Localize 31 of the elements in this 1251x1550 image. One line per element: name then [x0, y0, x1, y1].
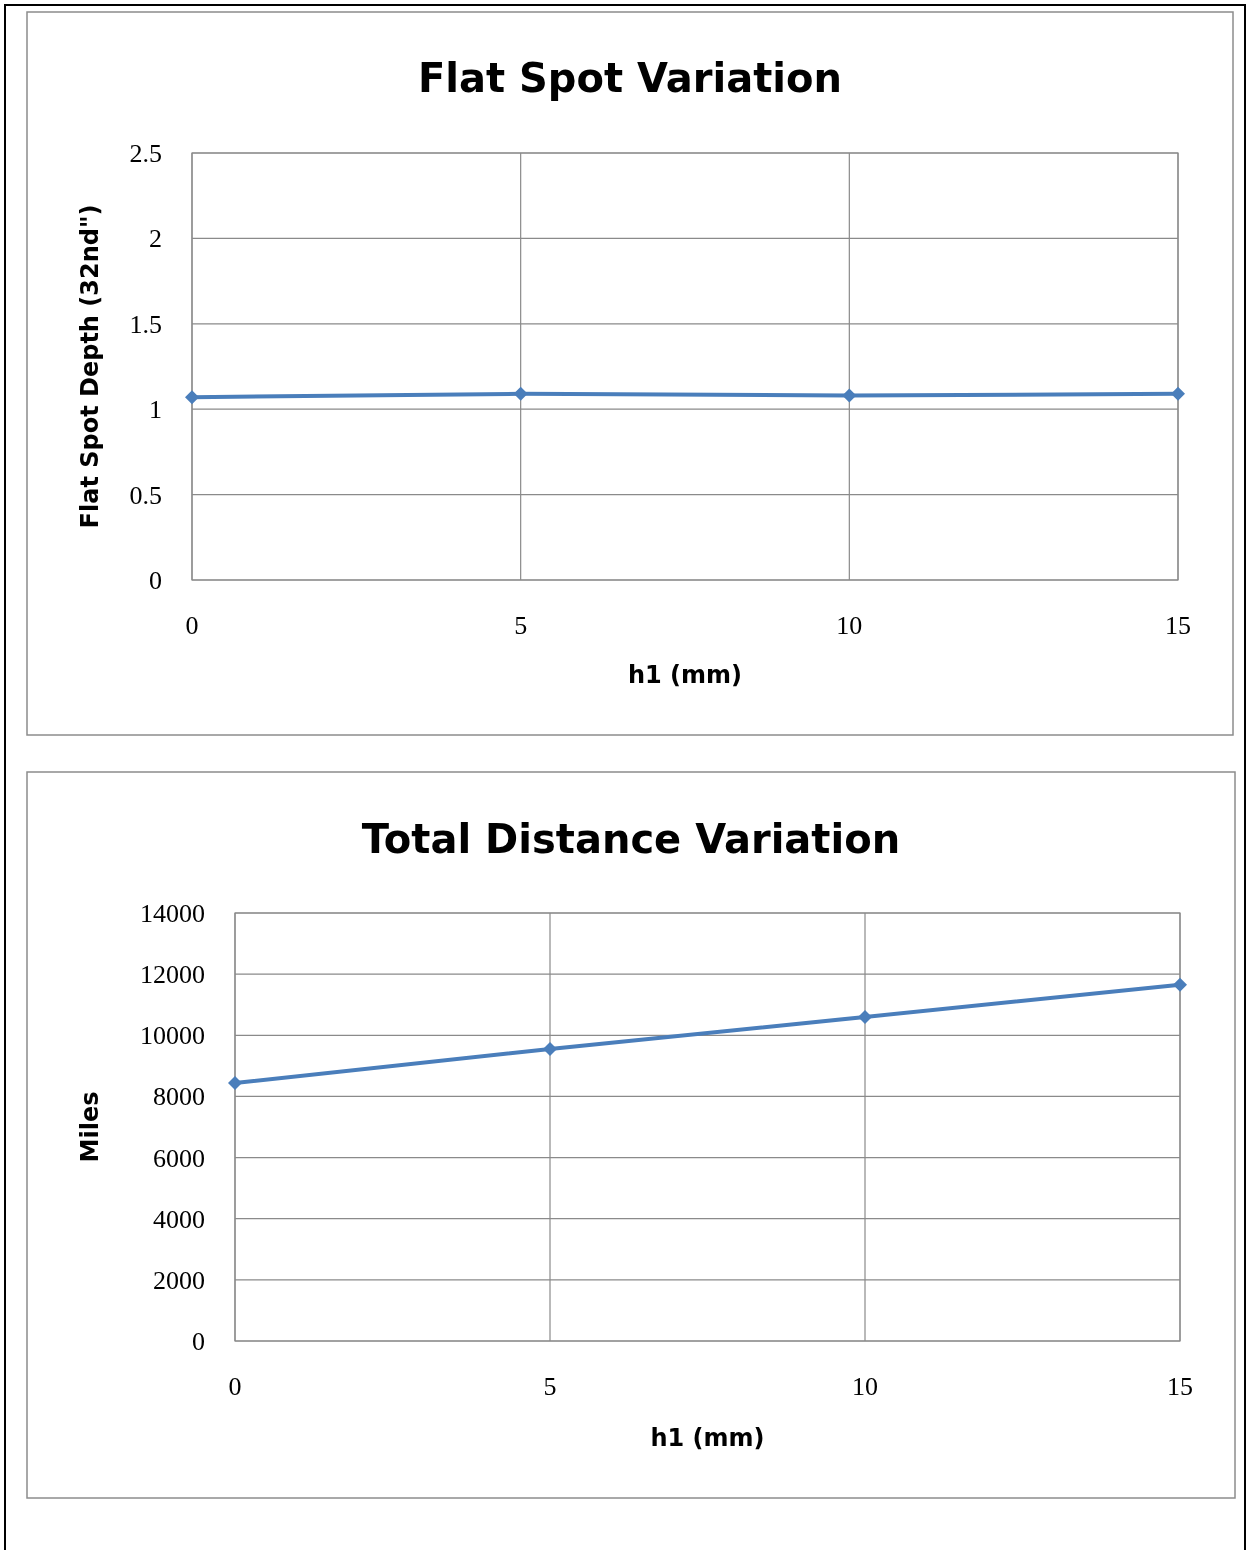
chart-title: Total Distance Variation: [361, 816, 901, 862]
x-axis-title: h1 (mm): [650, 1424, 765, 1452]
point: [858, 1009, 872, 1024]
y-tick-label: 2: [149, 224, 162, 254]
x-tick-label: 5: [514, 611, 528, 640]
x-tick-label: 5: [543, 1372, 557, 1401]
y-tick-label: 1.5: [129, 309, 162, 339]
y-tick-label: 12000: [140, 960, 205, 990]
x-tick-label: 15: [1167, 1372, 1193, 1401]
chart-title: Flat Spot Variation: [417, 55, 843, 101]
y-tick-label: 0.5: [129, 480, 162, 510]
y-tick-label: 14000: [140, 899, 205, 928]
point: [543, 1042, 557, 1057]
x-tick-label: 10: [852, 1372, 878, 1401]
y-tick-label: 4000: [153, 1204, 205, 1234]
point: [228, 1075, 242, 1090]
y-tick-label: 2.5: [129, 139, 162, 168]
y-tick-label: 10000: [140, 1021, 205, 1051]
point: [1173, 977, 1187, 992]
y-tick-label: 2000: [153, 1265, 205, 1295]
x-tick-label: 10: [836, 611, 863, 640]
x-axis-title: h1 (mm): [627, 661, 743, 689]
x-tick-label: 0: [228, 1372, 242, 1401]
y-tick-label: 1: [149, 395, 162, 425]
y-tick-label: 8000: [153, 1082, 205, 1112]
y-tick-label: 0: [149, 566, 162, 595]
y-tick-label: 0: [192, 1327, 205, 1356]
y-tick-label: 6000: [153, 1143, 205, 1173]
x-tick-label: 15: [1165, 611, 1191, 640]
y-axis-title: Miles: [76, 1091, 104, 1163]
y-axis-title: Flat Spot Depth (32nd"): [76, 204, 104, 529]
